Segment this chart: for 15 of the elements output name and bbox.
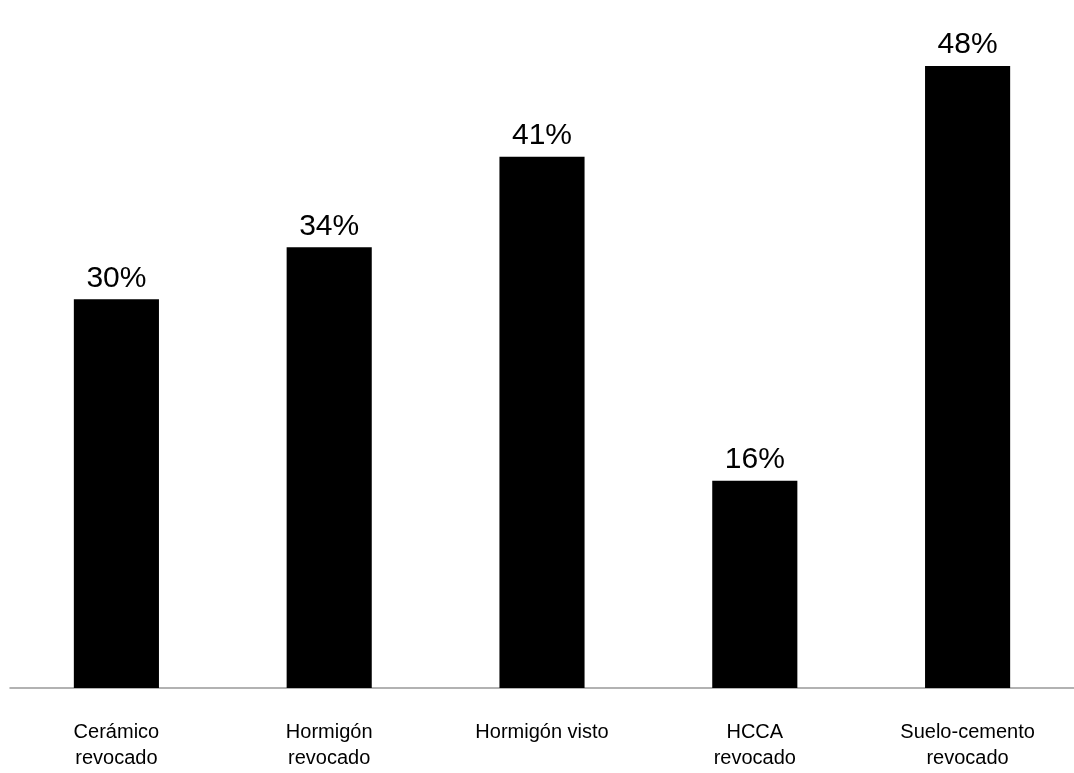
- bar: [286, 247, 372, 688]
- bar: [73, 299, 159, 688]
- x-tick-label: Suelo-cemento revocado: [900, 720, 1035, 768]
- x-tick-label: Hormigón visto: [475, 720, 609, 742]
- data-label: 16%: [724, 441, 785, 475]
- data-label: 30%: [86, 259, 147, 293]
- data-label: 41%: [511, 117, 573, 151]
- x-tick-label: HCCA revocado: [713, 720, 796, 768]
- x-tick-label: Cerámico revocado: [73, 720, 160, 768]
- data-label: 48%: [937, 26, 998, 60]
- bar: [925, 65, 1011, 688]
- bar: [712, 480, 798, 688]
- bar: [499, 156, 585, 688]
- data-label: 34%: [299, 207, 360, 241]
- x-tick-label: Hormigón revocado: [285, 720, 373, 768]
